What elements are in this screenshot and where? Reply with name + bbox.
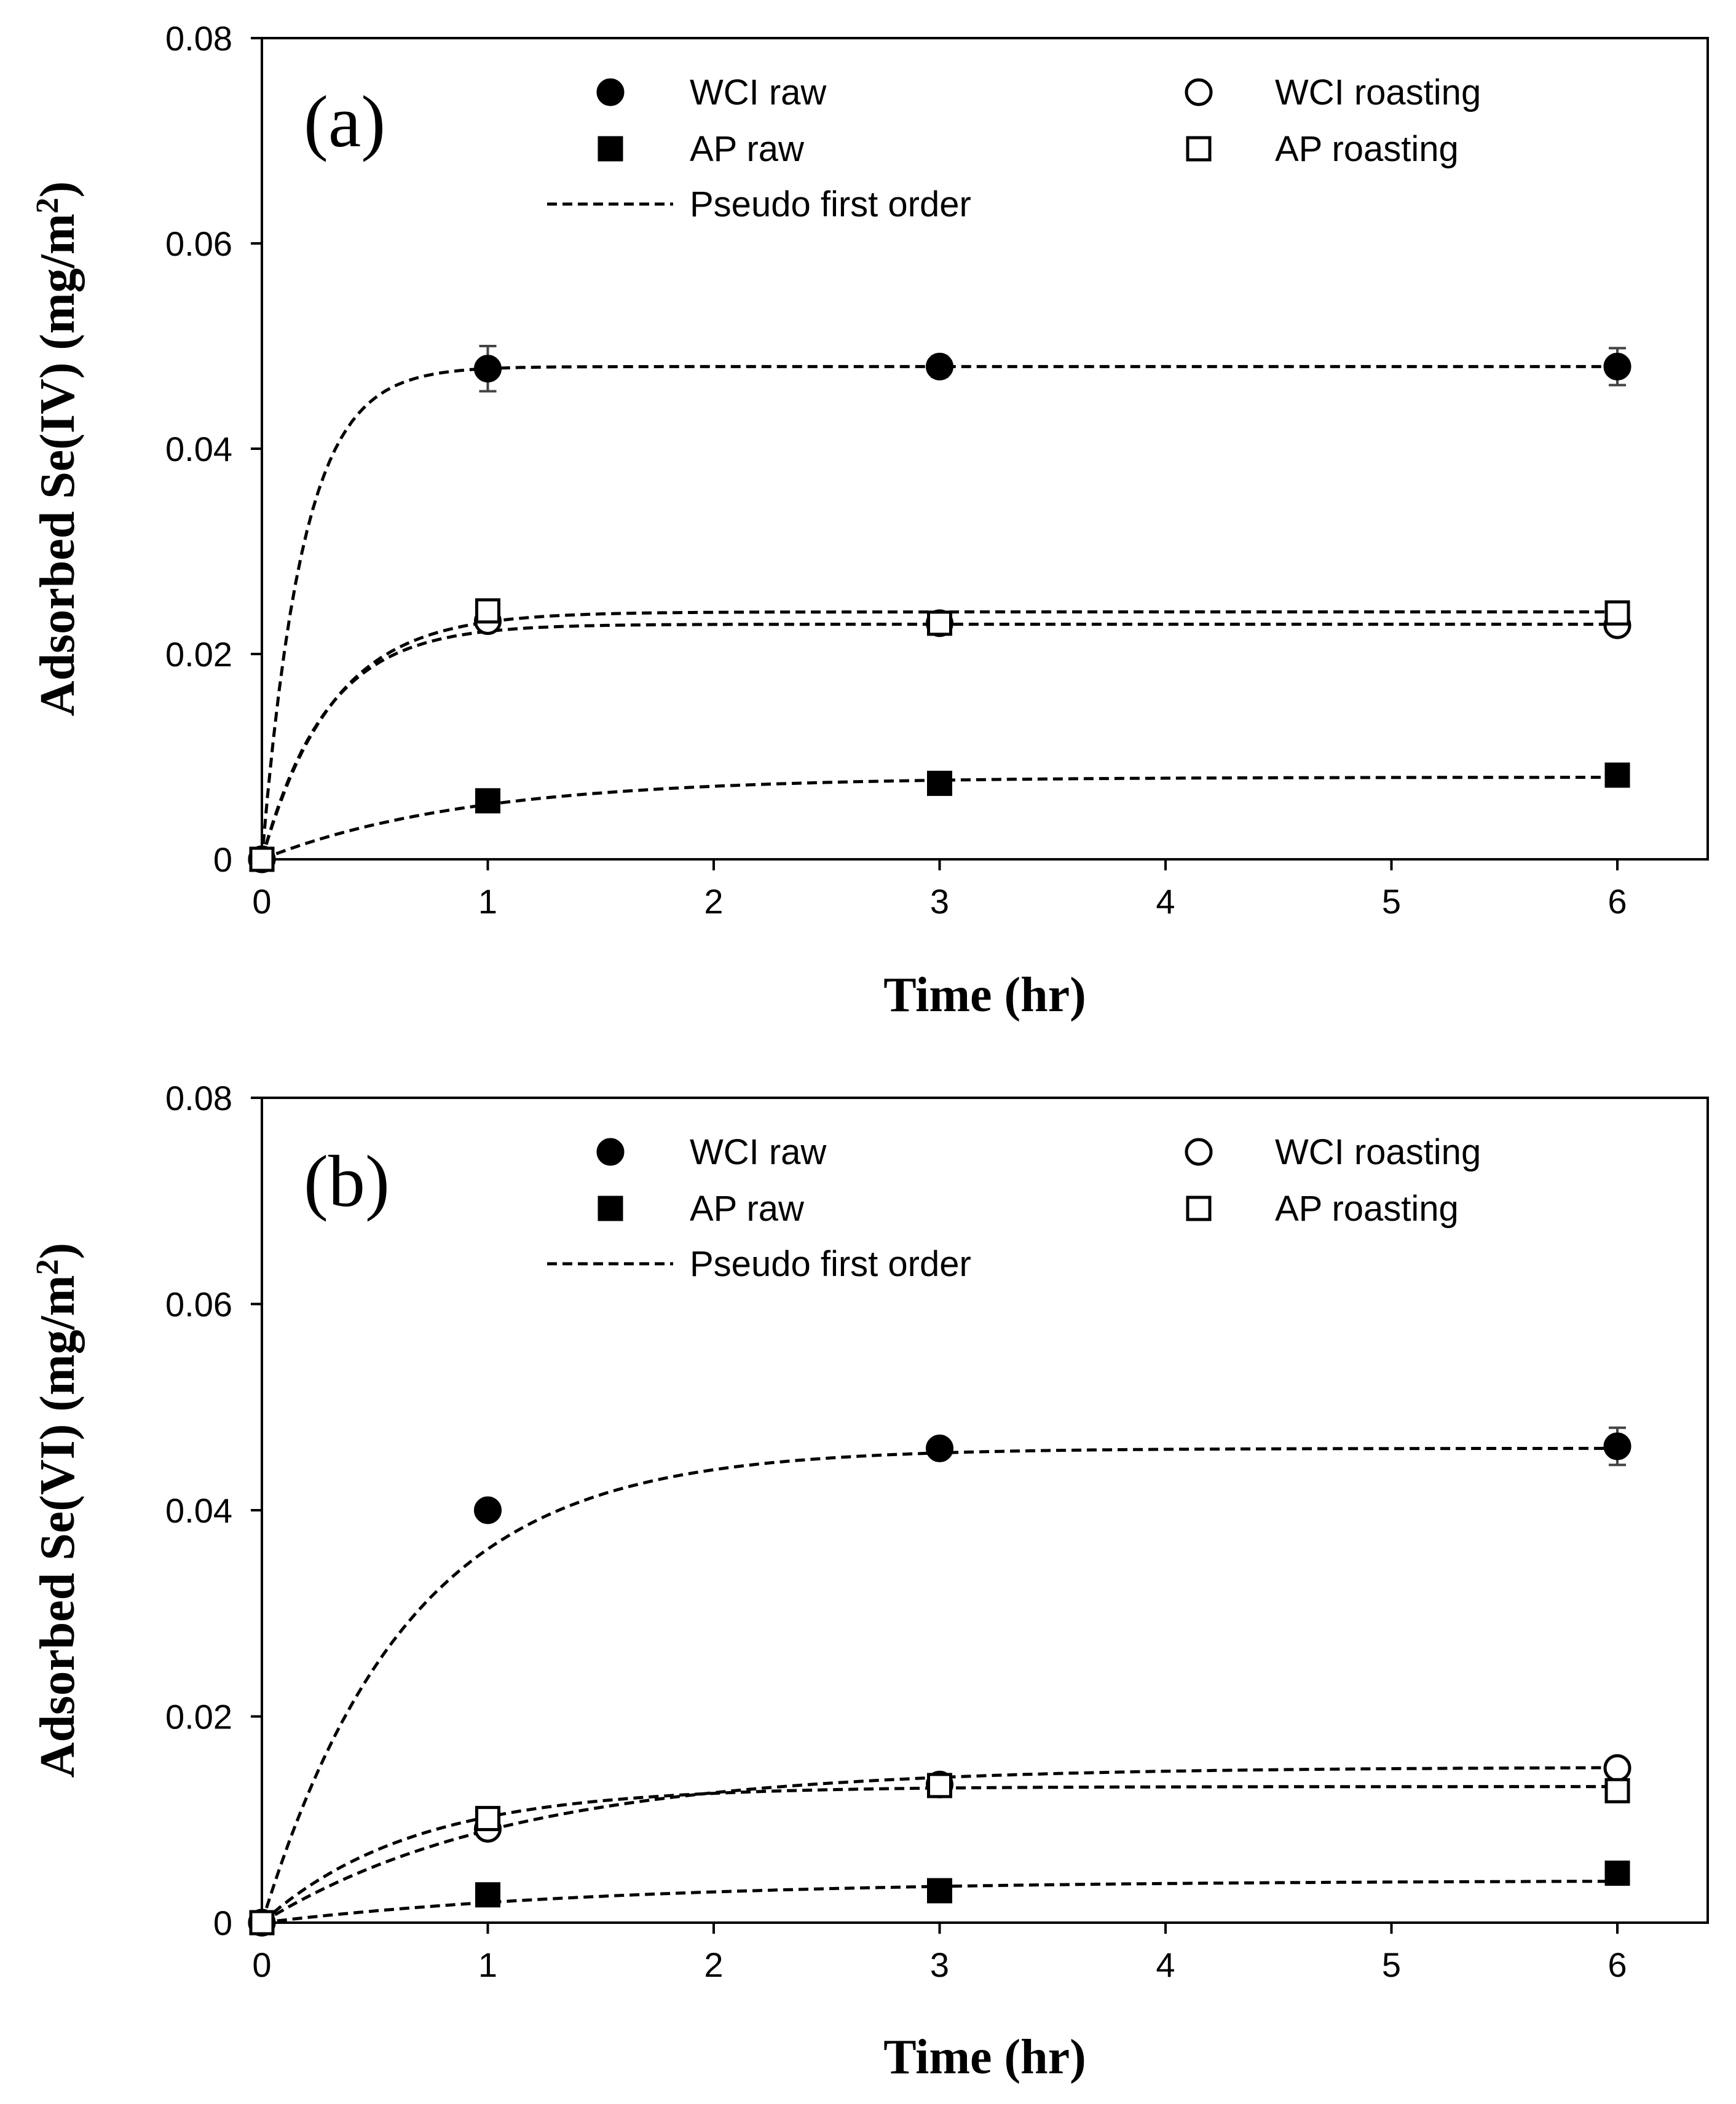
data-point-ap-roasting: [475, 1806, 500, 1832]
legend-label-wci-raw: WCI raw: [690, 1132, 827, 1172]
x-axis-title: Time (hr): [883, 2030, 1086, 2084]
y-tick-label: 0.08: [165, 1079, 232, 1117]
data-point-ap-roasting: [927, 610, 952, 636]
legend-marker-wci-raw: [596, 1138, 625, 1166]
data-point-ap-raw: [1604, 762, 1630, 788]
legend-label-wci-raw: WCI raw: [690, 73, 827, 112]
x-tick-label: 0: [252, 882, 271, 921]
data-point-ap-roasting: [249, 1910, 275, 1936]
legend-label-ap-raw: AP raw: [690, 1189, 805, 1229]
x-tick-label: 2: [704, 1945, 723, 1984]
data-point-wci-raw: [926, 352, 953, 380]
data-point-ap-roasting: [475, 598, 500, 624]
x-tick-label: 1: [478, 882, 497, 921]
data-point-wci-raw: [926, 1434, 953, 1462]
y-axis-title: Adsorbed Se(IV) (mg/m2): [30, 181, 85, 716]
legend-label-fit: Pseudo first order: [690, 1244, 971, 1284]
x-tick-label: 5: [1382, 1945, 1401, 1984]
legend-marker-wci-roasting: [1185, 78, 1213, 106]
y-tick-label: 0.04: [165, 430, 232, 468]
chart-panel-a: 0 1 2 3 4 5 6 0 0.02 0.04 0.06 0.08 Time (hr) Adsorbe…: [30, 19, 1709, 1022]
data-point-wci-raw: [474, 1496, 502, 1524]
y-tick-label: 0: [213, 1904, 232, 1942]
y-axis-title: Adsorbed Se(VI) (mg/m2): [30, 1243, 85, 1778]
panel-label: (b): [304, 1140, 390, 1222]
legend-label-wci-roasting: WCI roasting: [1275, 73, 1481, 112]
x-tick-label: 6: [1608, 882, 1627, 921]
legend-marker-ap-raw: [598, 1196, 623, 1221]
fit-curve-wci-raw: [260, 1446, 1617, 1923]
legend-marker-ap-roasting: [1186, 1196, 1212, 1221]
data-point-wci-raw: [1603, 1432, 1631, 1460]
x-tick-label: 5: [1382, 882, 1401, 921]
y-tick-label: 0: [213, 840, 232, 879]
y-tick-label: 0.06: [165, 1285, 232, 1324]
legend-label-fit: Pseudo first order: [690, 184, 971, 224]
legend-marker-wci-roasting: [1185, 1138, 1213, 1166]
legend-marker-ap-raw: [598, 136, 623, 162]
y-tick-label: 0.02: [165, 1698, 232, 1736]
chart-panel-b: 0 1 2 3 4 5 6 0 0.02 0.04 0.06 0.08 Time (hr) Adsorbe…: [30, 1079, 1709, 2084]
x-tick-label: 3: [930, 882, 949, 921]
y-tick-label: 0.04: [165, 1491, 232, 1530]
data-point-ap-raw: [1604, 1860, 1630, 1886]
data-point-ap-raw: [927, 770, 952, 796]
plot-frame: [261, 37, 1709, 861]
x-axis-title: Time (hr): [883, 968, 1086, 1022]
x-tick-label: 4: [1156, 882, 1175, 921]
data-point-ap-roasting: [1604, 1778, 1630, 1803]
y-tick-label: 0.08: [165, 19, 232, 58]
fit-curve-ap-roasting: [260, 610, 1617, 860]
legend-marker-wci-raw: [596, 78, 625, 106]
data-point-ap-roasting: [1604, 600, 1630, 626]
x-tick-label: 3: [930, 1945, 949, 1984]
legend-label-ap-roasting: AP roasting: [1275, 1189, 1459, 1229]
data-point-wci-roasting: [1603, 1754, 1631, 1782]
legend-marker-ap-roasting: [1186, 136, 1212, 162]
x-tick-label: 0: [252, 1945, 271, 1984]
y-tick-label: 0.06: [165, 224, 232, 263]
legend-label-wci-roasting: WCI roasting: [1275, 1132, 1481, 1172]
data-point-wci-raw: [1603, 352, 1631, 380]
x-tick-label: 4: [1156, 1945, 1175, 1984]
data-point-ap-raw: [475, 788, 500, 814]
legend-label-ap-raw: AP raw: [690, 129, 805, 169]
x-tick-label: 2: [704, 882, 723, 921]
data-point-ap-roasting: [249, 846, 275, 872]
data-point-wci-raw: [474, 355, 502, 383]
y-tick-label: 0.02: [165, 635, 232, 674]
legend-label-ap-roasting: AP roasting: [1275, 129, 1459, 169]
panel-label: (a): [304, 81, 385, 162]
x-tick-label: 1: [478, 1945, 497, 1984]
x-tick-label: 6: [1608, 1945, 1627, 1984]
data-point-ap-roasting: [927, 1773, 952, 1799]
data-point-ap-raw: [927, 1878, 952, 1904]
fit-curve-wci-roasting: [260, 623, 1617, 860]
data-point-ap-raw: [475, 1882, 500, 1908]
